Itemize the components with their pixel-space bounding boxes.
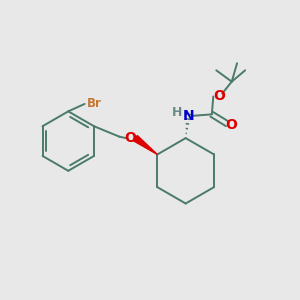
Text: H: H [172,106,182,119]
Text: N: N [183,109,194,123]
Text: Br: Br [87,98,102,110]
Text: O: O [124,131,136,145]
Polygon shape [134,136,158,154]
Text: O: O [226,118,237,132]
Text: O: O [213,88,225,103]
